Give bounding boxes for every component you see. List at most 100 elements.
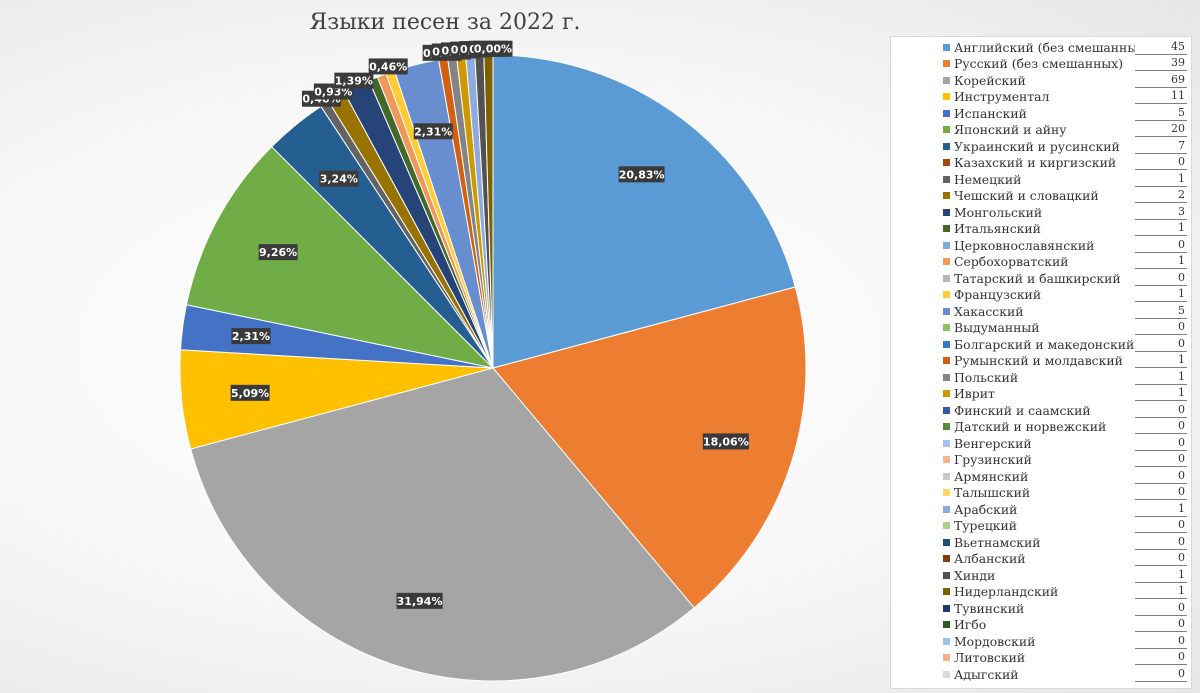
legend-swatch	[943, 538, 950, 546]
legend-item: Испанский 5	[943, 105, 1187, 122]
legend-count: 0	[1135, 518, 1187, 534]
legend-count: 0	[1135, 469, 1187, 484]
legend-swatch	[943, 76, 950, 84]
legend-label: Литовский	[954, 650, 1026, 666]
legend-swatch	[943, 505, 950, 513]
legend-item: Румынский и молдавский 1	[943, 353, 1187, 370]
legend-item: Финский и саамский 0	[943, 402, 1187, 419]
legend-swatch	[943, 522, 950, 530]
legend-swatch	[943, 373, 950, 381]
legend-label: Монгольский	[954, 204, 1043, 220]
data-label: 5,09%	[230, 384, 270, 401]
svg-text:0,93%: 0,93%	[314, 86, 352, 99]
pie-chart: 20,83% 18,06% 31,94% 5,09% 2,31% 9,26% 3,24% 0,…	[179, 40, 807, 682]
legend-swatch	[943, 142, 950, 150]
legend-item: Армянский 0	[943, 468, 1187, 485]
legend-label: Болгарский и македонский	[954, 336, 1135, 352]
legend-item: Украинский и русинский 7	[943, 138, 1187, 155]
legend-item: Адыгский 0	[943, 666, 1187, 683]
legend-item: Казахский и киргизский 0	[943, 155, 1187, 172]
data-label: 9,26%	[258, 244, 298, 261]
legend-count: 0	[1135, 337, 1187, 352]
pie-slice	[185, 145, 495, 369]
legend-label: Выдуманный	[954, 320, 1040, 336]
legend-item: Игбо 0	[943, 617, 1187, 634]
legend-swatch	[943, 60, 950, 68]
data-label: 2,31%	[413, 123, 453, 140]
legend-count: 69	[1135, 73, 1187, 88]
legend-label: Игбо	[954, 617, 987, 633]
legend-swatch	[943, 472, 950, 480]
legend-count: 1	[1135, 584, 1187, 600]
legend-swatch	[943, 571, 950, 579]
legend-item: Нидерландский 1	[943, 584, 1187, 601]
legend-swatch	[943, 670, 950, 678]
legend-item: Тувинский 0	[943, 600, 1187, 617]
legend-count: 20	[1135, 122, 1187, 138]
svg-text:31,94%: 31,94%	[397, 595, 443, 608]
legend-swatch	[943, 241, 950, 249]
legend-label: Арабский	[954, 501, 1018, 517]
legend-count: 0	[1135, 403, 1187, 418]
legend-swatch	[943, 208, 950, 216]
legend-item: Японский и айну 20	[943, 122, 1187, 139]
svg-text:20,83%: 20,83%	[619, 168, 665, 181]
legend-label: Русский (без смешанных)	[954, 56, 1124, 72]
legend-label: Финский и саамский	[954, 402, 1091, 418]
legend-item: Выдуманный 0	[943, 320, 1187, 337]
legend-swatch	[943, 588, 950, 596]
svg-text:18,06%: 18,06%	[703, 435, 749, 448]
legend-label: Венгерский	[954, 435, 1032, 451]
legend-count: 1	[1135, 172, 1187, 187]
legend-item: Польский 1	[943, 369, 1187, 386]
legend-count: 0	[1135, 617, 1187, 633]
legend-count: 7	[1135, 139, 1187, 154]
legend-count: 1	[1135, 287, 1187, 303]
legend-item: Немецкий 1	[943, 171, 1187, 188]
legend-count: 0	[1135, 452, 1187, 468]
legend-item: Татарский и башкирский 0	[943, 270, 1187, 287]
svg-text:3,24%: 3,24%	[320, 173, 358, 186]
legend-label: Испанский	[954, 105, 1027, 121]
legend-label: Сербохорватский	[954, 254, 1069, 270]
legend-label: Армянский	[954, 468, 1029, 484]
legend-item: Английский (без смешанных) 45	[943, 39, 1187, 56]
legend-label: Немецкий	[954, 171, 1022, 187]
legend-item: Инструментал 11	[943, 89, 1187, 106]
legend-count: 0	[1135, 436, 1187, 451]
legend-swatch	[943, 43, 950, 51]
legend-item: Монгольский 3	[943, 204, 1187, 221]
svg-text:5,09%: 5,09%	[231, 387, 269, 400]
legend-swatch	[943, 637, 950, 645]
legend-label: Английский (без смешанных)	[954, 39, 1135, 55]
chart-title: Языки песен за 2022 г.	[309, 10, 581, 35]
legend-label: Итальянский	[954, 221, 1041, 237]
legend-label: Украинский и русинский	[954, 138, 1120, 154]
legend-swatch	[943, 159, 950, 167]
svg-text:9,26%: 9,26%	[259, 246, 297, 259]
legend-count: 0	[1135, 419, 1187, 435]
legend-label: Татарский и башкирский	[954, 270, 1121, 286]
data-label: 2,31%	[231, 328, 271, 345]
data-label: 20,83%	[618, 166, 665, 183]
legend-label: Нидерландский	[954, 584, 1059, 600]
legend-item: Вьетнамский 0	[943, 534, 1187, 551]
legend-count: 1	[1135, 254, 1187, 270]
legend-label: Хакасский	[954, 303, 1024, 319]
legend-swatch	[943, 258, 950, 266]
legend-swatch	[943, 307, 950, 315]
legend-swatch	[943, 489, 950, 497]
data-label: 1,39%	[334, 72, 374, 89]
legend-item: Грузинский 0	[943, 452, 1187, 469]
legend-item: Иврит 1	[943, 386, 1187, 403]
legend-label: Тувинский	[954, 600, 1025, 616]
legend-item: Албанский 0	[943, 551, 1187, 568]
legend-count: 0	[1135, 155, 1187, 171]
data-label: 18,06%	[702, 433, 749, 450]
legend-label: Польский	[954, 369, 1019, 385]
legend-count: 1	[1135, 502, 1187, 517]
legend-swatch	[943, 274, 950, 282]
legend-label: Иврит	[954, 386, 995, 402]
legend-count: 0	[1135, 271, 1187, 286]
legend-item: Корейский 69	[943, 72, 1187, 89]
